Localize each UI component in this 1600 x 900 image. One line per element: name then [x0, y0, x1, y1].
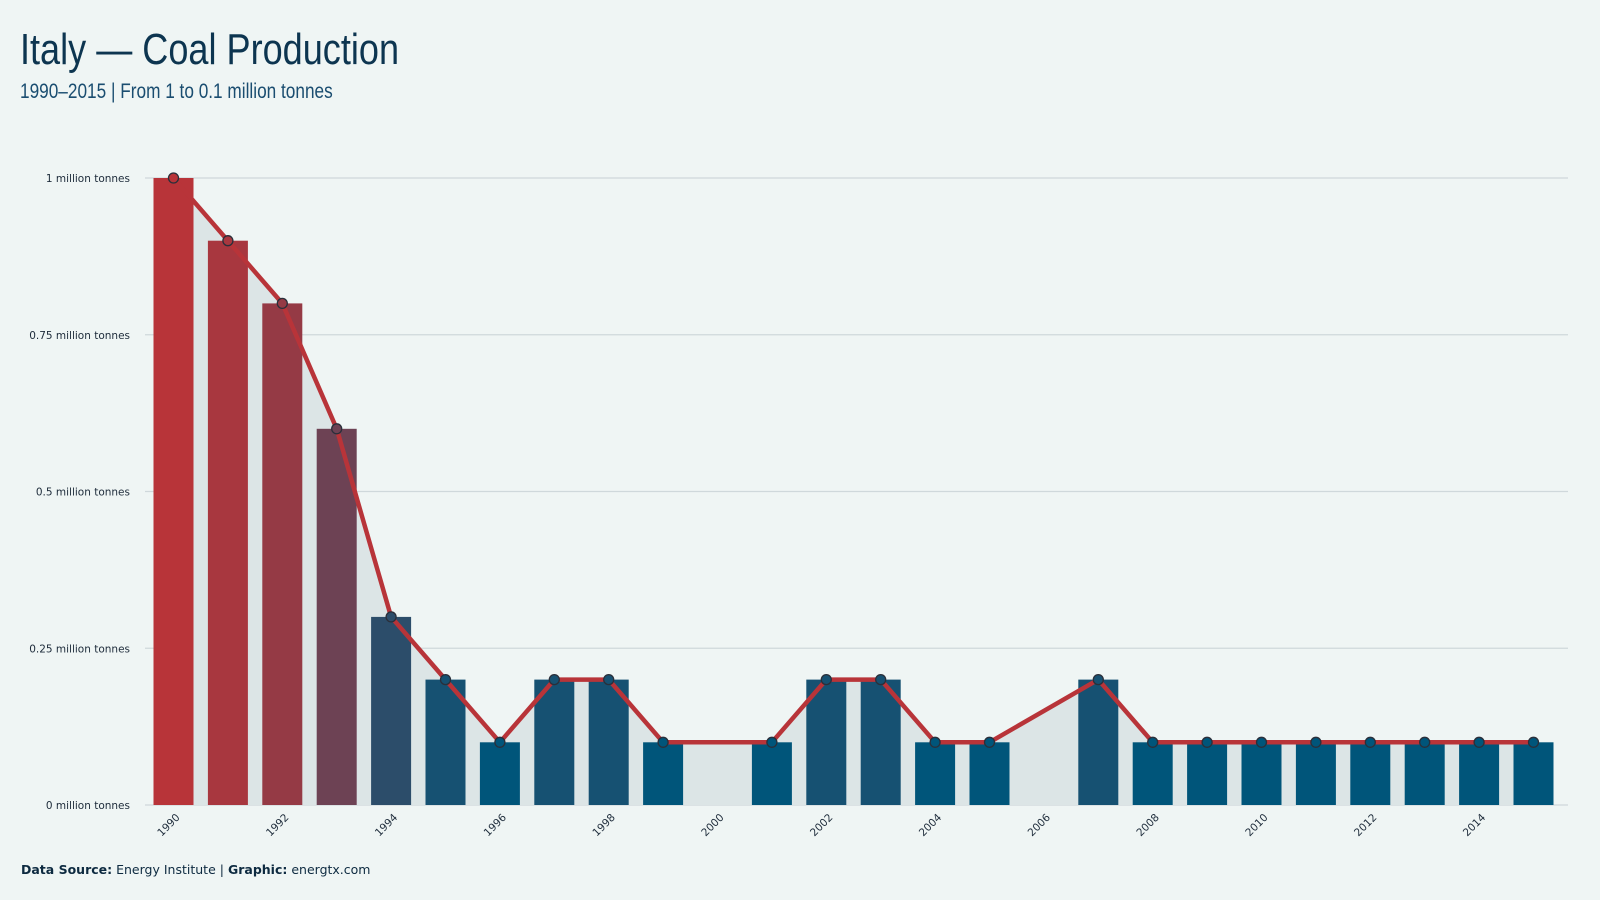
x-tick-label: 2000	[699, 812, 726, 839]
x-tick-label: 1990	[155, 812, 182, 839]
point-2005	[983, 736, 996, 748]
bar-2003	[860, 679, 901, 805]
bar-1999	[643, 742, 684, 805]
bar-1996	[479, 742, 520, 805]
bars	[153, 178, 1554, 805]
bar-2001	[751, 742, 792, 805]
x-tick-label: 2008	[1134, 812, 1161, 839]
y-tick-label: 0.25 million tonnes	[29, 643, 130, 655]
point-2015	[1527, 736, 1540, 748]
bar-2007	[1078, 679, 1119, 805]
bar-2009	[1187, 742, 1228, 805]
x-tick-label: 1994	[373, 811, 401, 839]
bar-1991	[207, 240, 248, 805]
point-2011	[1310, 736, 1322, 748]
source-value: Energy Institute	[116, 862, 216, 877]
bar-1994	[371, 616, 412, 805]
graphic-label: Graphic:	[227, 862, 288, 877]
bar-2015	[1513, 742, 1554, 805]
bar-2010	[1241, 742, 1282, 805]
point-2004	[929, 736, 941, 748]
point-1992	[276, 297, 288, 310]
graphic-value: energtx.com	[291, 862, 371, 877]
point-2003	[875, 673, 887, 686]
point-2008	[1147, 736, 1159, 748]
x-tick-label: 2010	[1243, 812, 1270, 839]
bar-1992	[262, 303, 303, 805]
y-axis: 0 million tonnes 0.25 million tonnes 0.5 m…	[29, 173, 130, 812]
bar-1995	[425, 679, 466, 805]
bar-2013	[1404, 742, 1445, 805]
point-2012	[1364, 736, 1376, 748]
point-1995	[439, 673, 452, 686]
bar-1993	[316, 428, 357, 805]
bar-2012	[1350, 742, 1391, 805]
y-tick-label: 0.75 million tonnes	[29, 330, 130, 342]
y-tick-label: 0 million tonnes	[46, 800, 130, 812]
point-1994	[385, 611, 397, 623]
bar-2008	[1132, 742, 1173, 805]
bar-1990	[153, 178, 194, 805]
x-tick-label: 2014	[1461, 811, 1489, 839]
source-label: Data Source:	[21, 862, 113, 877]
point-1993	[331, 423, 343, 435]
bar-2004	[915, 742, 956, 805]
trend-line	[171, 176, 1534, 745]
chart-subtitle: 1990–2015 | From 1 to 0.1 million tonnes	[20, 80, 333, 103]
bar-2005	[969, 742, 1010, 805]
footer-separator: |	[219, 862, 224, 877]
bar-1998	[588, 679, 629, 805]
x-tick-label: 1992	[264, 812, 291, 839]
x-tick-label: 1996	[482, 811, 510, 839]
x-tick-label: 1998	[590, 812, 617, 839]
point-2014	[1473, 736, 1485, 748]
x-tick-label: 2006	[1026, 811, 1054, 839]
chart-title: Italy — Coal Production	[20, 25, 400, 74]
x-tick-label: 2002	[808, 812, 835, 839]
data-points	[167, 172, 1540, 748]
trend-polyline	[171, 176, 1534, 745]
x-tick-label: 2004	[917, 811, 945, 839]
point-2002	[820, 673, 832, 686]
point-1999	[657, 736, 669, 748]
point-2001	[766, 736, 778, 748]
point-1998	[603, 673, 615, 686]
y-tick-label: 0.5 million tonnes	[36, 487, 130, 499]
point-1997	[548, 673, 560, 686]
point-1996	[494, 736, 506, 748]
bar-1997	[534, 679, 575, 805]
y-tick-label: 1 million tonnes	[46, 173, 130, 185]
bar-2002	[806, 679, 847, 805]
bar-2011	[1295, 742, 1336, 805]
bar-2014	[1459, 742, 1500, 805]
point-2010	[1255, 736, 1268, 748]
footer: Data Source: Energy Institute | Graphic:…	[21, 862, 370, 877]
point-2009	[1201, 736, 1213, 748]
x-tick-label: 2012	[1352, 812, 1379, 839]
point-1990	[167, 172, 180, 184]
x-axis: 1990 1992 1994 1996 1998 2000 2002 2004 2006 2008…	[155, 811, 1488, 839]
point-1991	[222, 235, 234, 247]
point-2007	[1092, 673, 1104, 686]
point-2013	[1419, 736, 1431, 748]
